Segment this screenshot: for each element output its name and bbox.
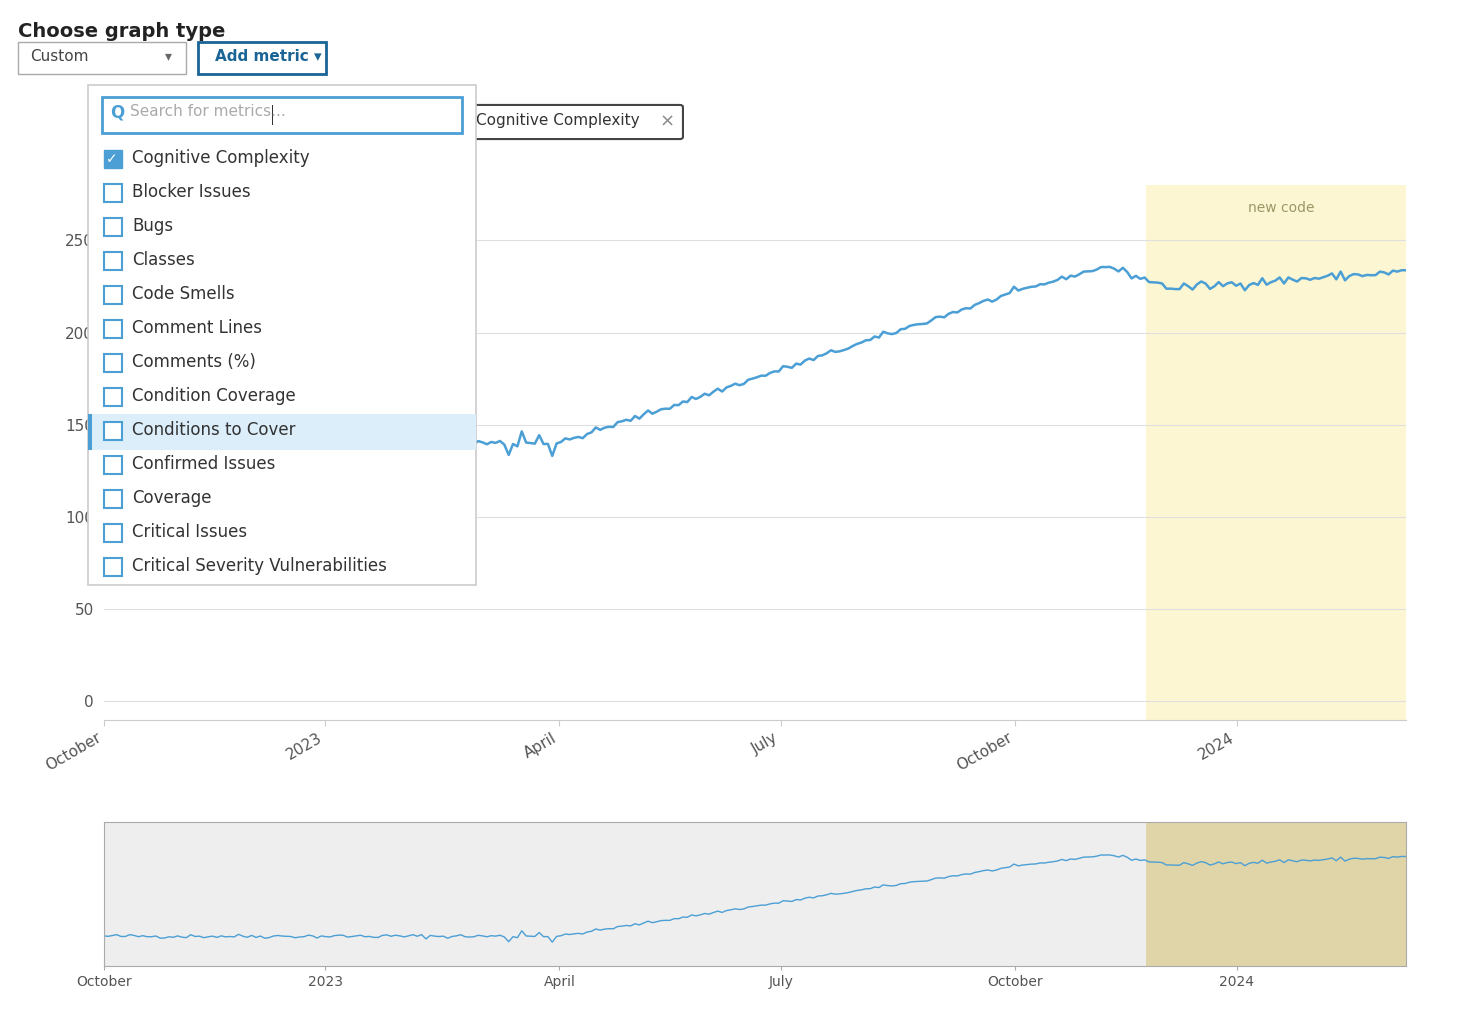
- Text: ▾: ▾: [164, 49, 172, 63]
- Text: new code: new code: [1248, 201, 1314, 215]
- Bar: [1146, 185, 1406, 720]
- Text: Critical Issues: Critical Issues: [132, 523, 247, 541]
- Bar: [1146, 822, 1406, 966]
- Text: Cognitive Complexity: Cognitive Complexity: [132, 149, 309, 167]
- Text: Conditions to Cover: Conditions to Cover: [132, 421, 296, 439]
- Text: Code Smells: Code Smells: [132, 285, 235, 303]
- Text: Comment Lines: Comment Lines: [132, 319, 262, 337]
- Text: Comments (%): Comments (%): [132, 353, 256, 371]
- Text: Cognitive Complexity: Cognitive Complexity: [477, 113, 639, 128]
- Text: Q: Q: [110, 104, 124, 122]
- Text: Choose graph type: Choose graph type: [18, 22, 225, 41]
- Text: Custom: Custom: [30, 49, 89, 64]
- Text: Coverage: Coverage: [132, 489, 212, 507]
- Text: Classes: Classes: [132, 251, 195, 269]
- Text: Bugs: Bugs: [132, 217, 173, 235]
- Text: Condition Coverage: Condition Coverage: [132, 387, 296, 405]
- Text: ✓: ✓: [107, 152, 117, 166]
- Text: Confirmed Issues: Confirmed Issues: [132, 455, 275, 473]
- Text: ×: ×: [660, 113, 675, 131]
- Text: Add metric ▾: Add metric ▾: [215, 49, 321, 64]
- Text: Critical Severity Vulnerabilities: Critical Severity Vulnerabilities: [132, 557, 386, 575]
- Text: Search for metrics...: Search for metrics...: [130, 104, 286, 119]
- Text: Blocker Issues: Blocker Issues: [132, 183, 250, 201]
